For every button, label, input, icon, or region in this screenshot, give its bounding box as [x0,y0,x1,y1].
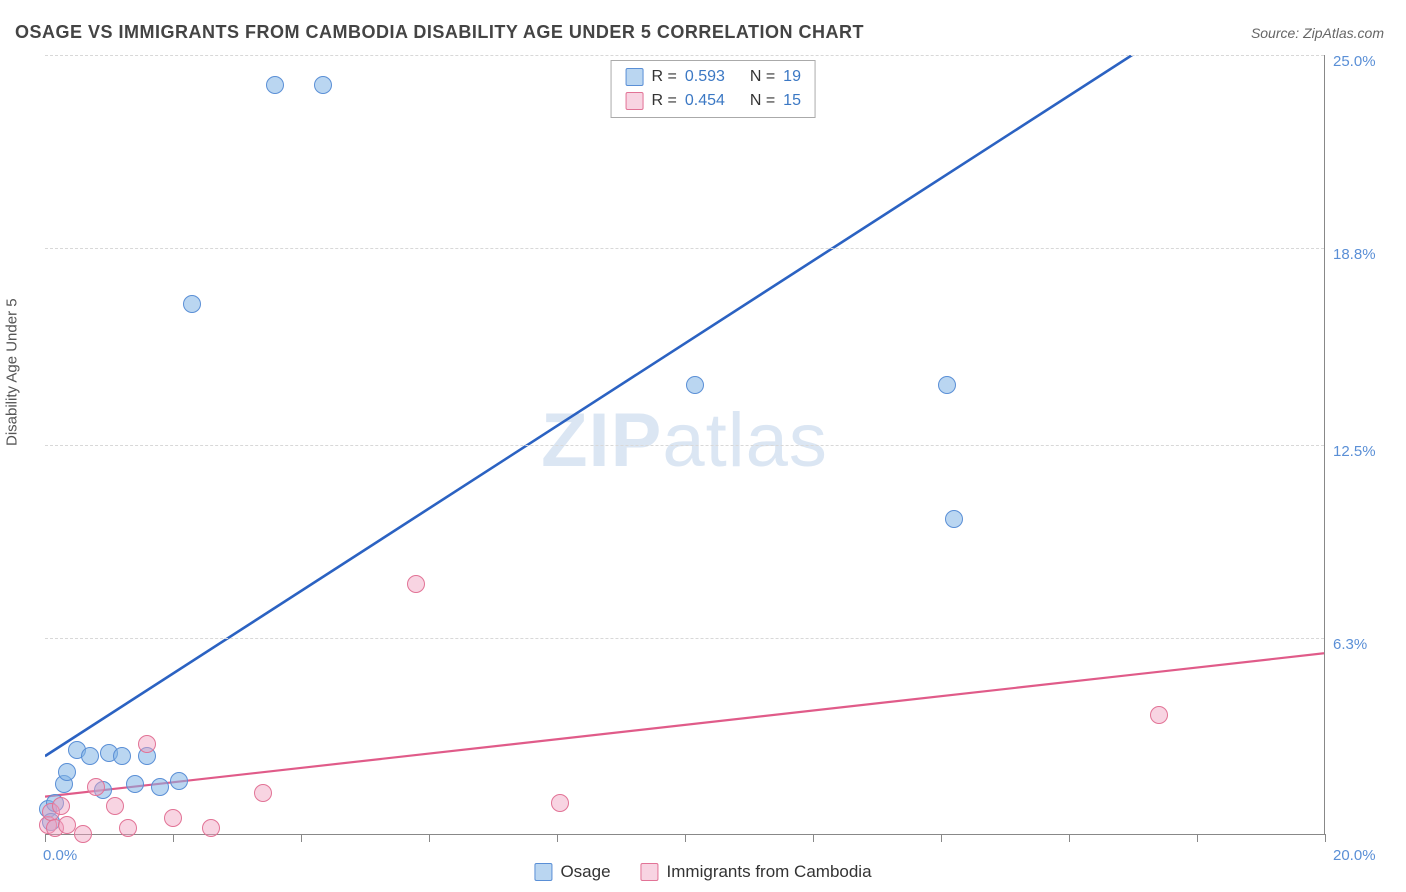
x-tick [813,834,814,842]
x-tick [1069,834,1070,842]
data-point [58,763,76,781]
data-point [170,772,188,790]
data-point [938,376,956,394]
n-value-osage: 19 [783,65,801,89]
x-tick [173,834,174,842]
x-min-label: 0.0% [43,847,77,864]
x-tick [429,834,430,842]
data-point [87,778,105,796]
legend-label-osage: Osage [560,862,610,882]
data-point [551,794,569,812]
gridline [45,638,1324,639]
legend-row-cambodia: R = 0.454 N = 15 [626,89,801,113]
data-point [126,775,144,793]
n-label: N = [750,89,775,113]
watermark-light: atlas [662,398,828,483]
data-point [113,747,131,765]
y-tick-label: 18.8% [1333,246,1376,263]
y-axis-label: Disability Age Under 5 [4,298,21,446]
y-tick-label: 6.3% [1333,636,1367,653]
n-value-cambodia: 15 [783,89,801,113]
series-legend: Osage Immigrants from Cambodia [534,862,871,882]
y-tick-label: 25.0% [1333,53,1376,70]
watermark-bold: ZIP [541,398,662,483]
data-point [74,825,92,843]
data-point [183,295,201,313]
data-point [686,376,704,394]
swatch-blue-icon [534,863,552,881]
data-point [106,797,124,815]
watermark: ZIPatlas [541,397,828,484]
legend-item-osage: Osage [534,862,610,882]
data-point [81,747,99,765]
data-point [266,76,284,94]
x-max-label: 20.0% [1333,847,1376,864]
gridline [45,248,1324,249]
swatch-blue-icon [626,68,644,86]
data-point [151,778,169,796]
x-tick [301,834,302,842]
gridline [45,445,1324,446]
gridline [45,55,1324,56]
data-point [945,510,963,528]
legend-label-cambodia: Immigrants from Cambodia [667,862,872,882]
chart-container: OSAGE VS IMMIGRANTS FROM CAMBODIA DISABI… [0,0,1406,892]
data-point [1150,706,1168,724]
plot-area: ZIPatlas [45,55,1325,835]
chart-title: OSAGE VS IMMIGRANTS FROM CAMBODIA DISABI… [15,22,864,43]
data-point [254,784,272,802]
legend-row-osage: R = 0.593 N = 19 [626,65,801,89]
n-label: N = [750,65,775,89]
r-value-cambodia: 0.454 [685,89,725,113]
swatch-pink-icon [626,92,644,110]
x-tick [1325,834,1326,842]
data-point [407,575,425,593]
x-tick [685,834,686,842]
r-label: R = [652,89,677,113]
data-point [138,735,156,753]
x-tick [941,834,942,842]
source-credit: Source: ZipAtlas.com [1251,25,1384,41]
y-tick-label: 12.5% [1333,443,1376,460]
x-tick [557,834,558,842]
r-value-osage: 0.593 [685,65,725,89]
legend-item-cambodia: Immigrants from Cambodia [641,862,872,882]
correlation-legend: R = 0.593 N = 19 R = 0.454 N = 15 [611,60,816,118]
data-point [314,76,332,94]
x-tick [1197,834,1198,842]
data-point [202,819,220,837]
data-point [52,797,70,815]
data-point [119,819,137,837]
x-tick [45,834,46,842]
r-label: R = [652,65,677,89]
swatch-pink-icon [641,863,659,881]
data-point [164,809,182,827]
